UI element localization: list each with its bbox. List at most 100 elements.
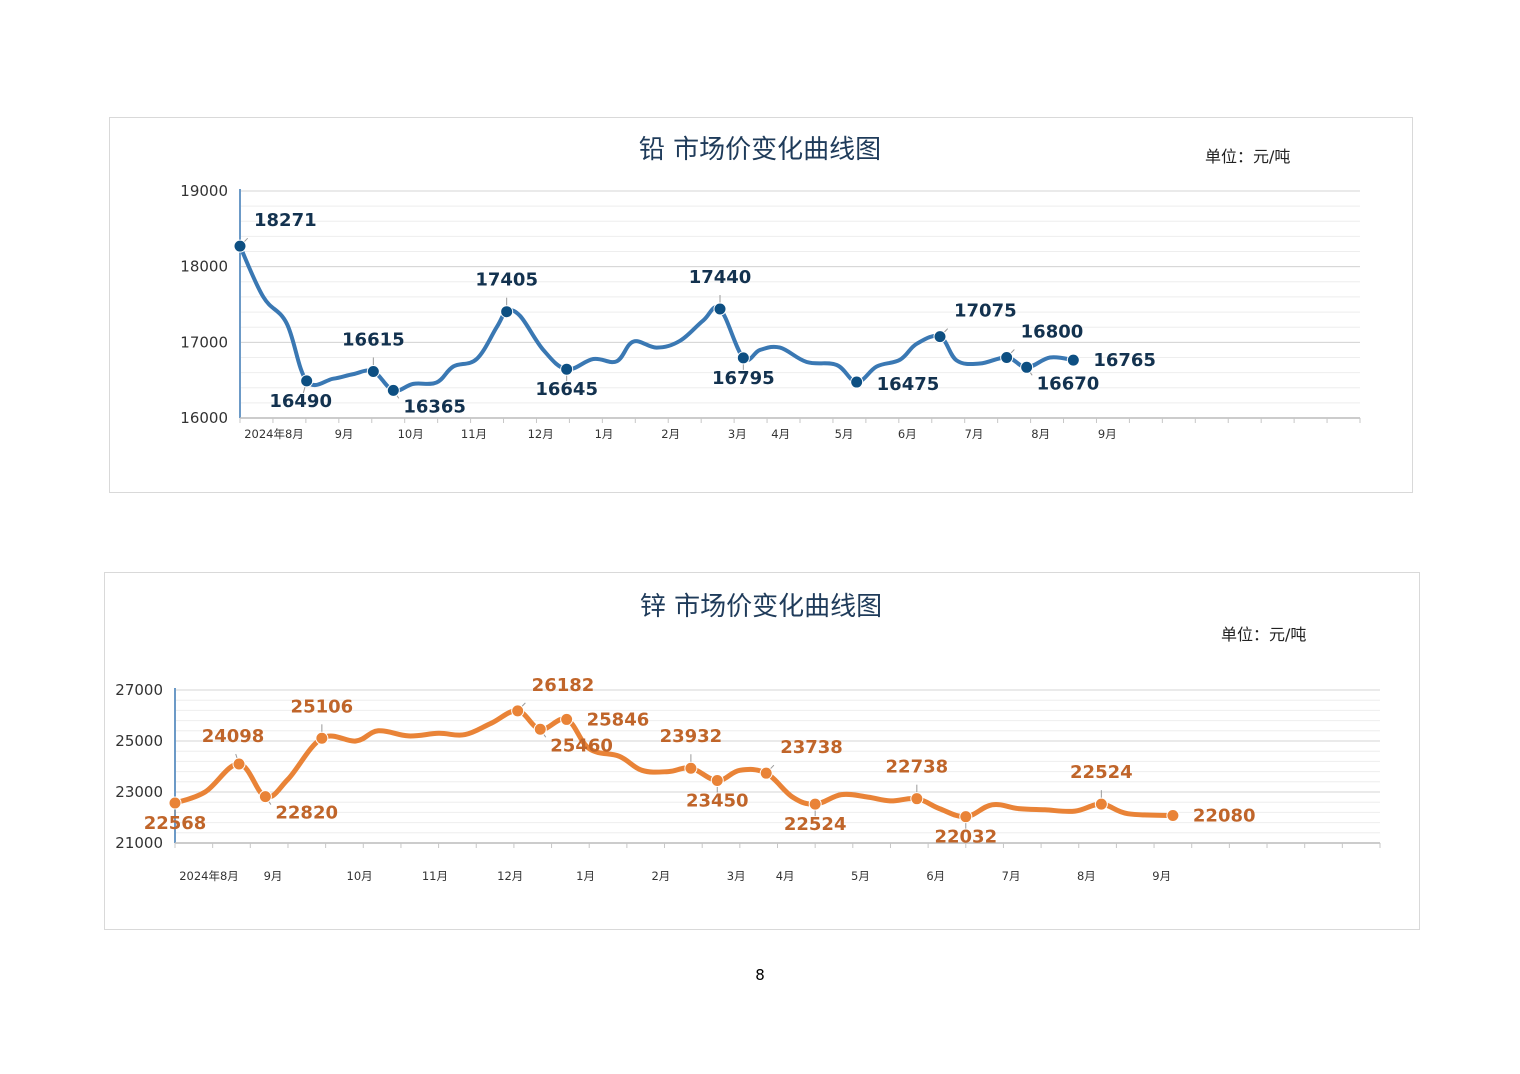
zinc-y-tick-label: 25000 [115,732,163,750]
zinc-data-point [315,731,329,745]
zinc-data-label: 23450 [686,791,749,812]
zinc-y-tick-label: 23000 [115,783,163,801]
lead-data-label: 16475 [877,374,940,395]
lead-data-label: 16765 [1093,350,1156,371]
lead-x-tick-label: 2024年8月 [244,427,304,441]
zinc-y-tick-label: 27000 [115,681,163,699]
zinc-y-tick-label: 21000 [115,834,163,852]
zinc-series-line [172,708,1176,820]
lead-x-tick-label: 11月 [461,427,487,441]
zinc-data-label: 22820 [275,803,338,824]
lead-y-tick-label: 16000 [180,409,228,427]
zinc-x-tick-label: 8月 [1077,869,1096,883]
zinc-chart-title: 锌 市场价变化曲线图 [640,592,882,622]
lead-x-tick-label: 12月 [528,427,554,441]
zinc-data-point [232,757,246,771]
zinc-data-point [258,790,272,804]
zinc-x-tick-label: 12月 [497,869,523,883]
lead-data-point [933,330,947,344]
zinc-data-point [533,722,547,736]
lead-x-tick-label: 6月 [898,427,917,441]
lead-series-line [238,244,1076,393]
lead-y-tick-label: 19000 [180,182,228,200]
zinc-x-tick-label: 9月 [264,869,283,883]
zinc-data-point [959,810,973,824]
lead-data-label: 16365 [403,396,466,417]
lead-data-label: 16670 [1037,373,1100,394]
zinc-data-label: 25106 [291,696,354,717]
zinc-data-point [1094,797,1108,811]
zinc-x-tick-label: 9月 [1152,869,1171,883]
lead-data-point [500,305,514,319]
zinc-x-tick-label: 3月 [727,869,746,883]
lead-data-point [366,364,380,378]
lead-x-tick-label: 7月 [965,427,984,441]
zinc-x-tick-label: 6月 [926,869,945,883]
lead-data-point [560,362,574,376]
zinc-x-tick-label: 5月 [851,869,870,883]
zinc-data-label: 22080 [1193,805,1256,826]
zinc-x-tick-label: 7月 [1002,869,1021,883]
zinc-price-chart: 锌 市场价变化曲线图单位：元/吨 21000 23000 25000 27000 2024… [104,572,1420,930]
lead-x-tick-label: 4月 [771,427,790,441]
zinc-x-tick-label: 10月 [347,869,373,883]
zinc-data-label: 23738 [780,737,843,758]
lead-data-point [1066,353,1080,367]
zinc-data-point [759,766,773,780]
zinc-data-point [511,704,525,718]
lead-data-label: 16645 [535,379,598,400]
zinc-data-point [710,774,724,788]
zinc-data-label: 25846 [587,709,650,730]
zinc-data-point [684,761,698,775]
zinc-unit-label: 单位：元/吨 [1221,625,1306,644]
zinc-data-point [560,712,574,726]
zinc-x-tick-label: 4月 [776,869,795,883]
lead-data-point [300,374,314,388]
lead-data-label: 16800 [1021,321,1084,342]
zinc-data-label: 22032 [934,827,997,848]
lead-x-tick-label: 5月 [835,427,854,441]
zinc-data-label: 25460 [550,735,613,756]
zinc-data-label: 22524 [1070,762,1133,783]
page-number: 8 [755,966,765,984]
zinc-data-point [910,792,924,806]
lead-data-point [1000,350,1014,364]
lead-data-point [1020,360,1034,374]
zinc-x-tick-label: 2月 [651,869,670,883]
zinc-data-label: 22524 [784,814,847,835]
lead-x-tick-label: 8月 [1031,427,1050,441]
lead-chart-title: 铅 市场价变化曲线图 [639,135,881,165]
lead-x-tick-label: 9月 [335,427,354,441]
zinc-data-label: 24098 [202,726,265,747]
lead-data-label: 17440 [689,267,752,288]
zinc-data-point [808,797,822,811]
lead-chart-svg: 铅 市场价变化曲线图 单位：元/吨 16000 17000 18000 19000 2024… [180,135,1361,441]
lead-y-tick-label: 17000 [180,333,228,351]
zinc-x-tick-label: 2024年8月 [179,869,239,883]
lead-y-tick-label: 18000 [180,258,228,276]
lead-x-tick-label: 10月 [398,427,424,441]
zinc-x-tick-label: 11月 [422,869,448,883]
lead-data-point [736,351,750,365]
zinc-data-label: 22568 [144,813,207,834]
zinc-data-label: 26182 [532,675,595,696]
lead-data-point [233,239,247,253]
lead-data-point [386,383,400,397]
lead-data-label: 16490 [269,391,332,412]
lead-unit-label: 单位：元/吨 [1205,147,1290,166]
zinc-x-tick-label: 1月 [576,869,595,883]
lead-x-tick-label: 9月 [1098,427,1117,441]
lead-x-tick-label: 2月 [661,427,680,441]
zinc-data-point [168,796,182,810]
lead-data-label: 16615 [342,329,405,350]
lead-data-point [713,302,727,316]
lead-data-label: 17075 [954,301,1017,322]
lead-x-tick-label: 1月 [595,427,614,441]
lead-x-tick-label: 3月 [728,427,747,441]
lead-data-label: 17405 [475,270,538,291]
zinc-data-label: 23932 [660,726,723,747]
lead-data-label: 18271 [254,210,317,231]
lead-price-chart: 铅 市场价变化曲线图 单位：元/吨 16000 17000 18000 19000 2024… [109,117,1413,493]
lead-data-label: 16795 [712,368,775,389]
